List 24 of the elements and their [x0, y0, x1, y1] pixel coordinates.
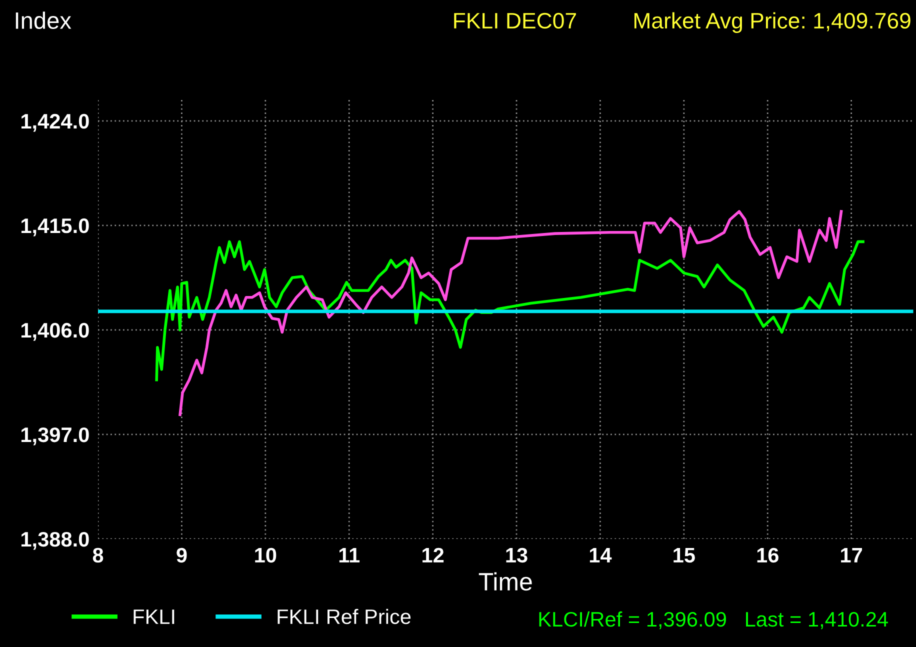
x-tick-label: 10 [255, 548, 276, 563]
x-tick-label: 8 [92, 548, 104, 563]
x-tick-label: 15 [674, 548, 695, 563]
x-tick-label: 17 [841, 548, 862, 562]
x-tick-label: 16 [757, 548, 778, 563]
y-tick-label: 1,415.0 [21, 218, 89, 236]
x-tick-label: 9 [176, 548, 187, 563]
y-tick-label: 1,397.0 [21, 427, 89, 446]
text: KLCI/Ref = 1,396.09 Last = 1,410.24 [539, 611, 888, 630]
y-tick-label: 1,406.0 [21, 322, 89, 341]
y-tick-label: 1,388.0 [21, 532, 89, 550]
y-tick-label: 1,424.0 [21, 114, 89, 132]
x-tick-label: 14 [590, 548, 612, 562]
legend-label: FKLI [134, 610, 174, 624]
legend-label: FKLI Ref Price [278, 608, 411, 624]
x-tick-label: 13 [506, 548, 528, 563]
line-series [155, 240, 864, 382]
chart-title: FKLI DEC07 [454, 12, 576, 29]
x-tick-label: 11 [339, 548, 360, 562]
x-tick-label: 12 [422, 548, 444, 562]
chart-subtitle: Market Avg Price: 1,409.769 [634, 12, 910, 34]
x-axis-title: Time [478, 572, 532, 591]
line-series [178, 210, 843, 416]
y-axis-title: Index [16, 12, 72, 29]
